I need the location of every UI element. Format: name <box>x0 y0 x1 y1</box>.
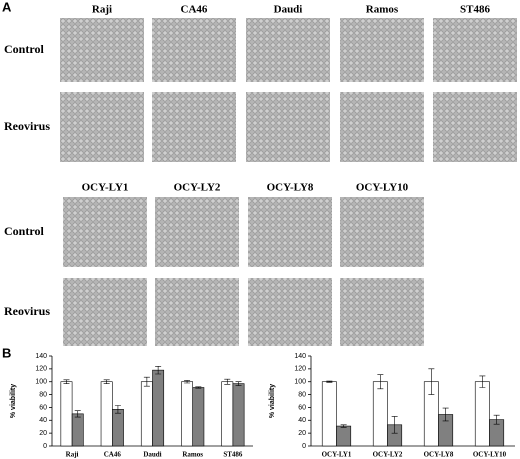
column-header: OCY-LY2 <box>174 182 221 194</box>
x-tick-label: Daudi <box>143 451 161 459</box>
error-bar <box>377 374 384 390</box>
error-bar <box>479 375 486 388</box>
bar <box>60 381 73 447</box>
error-bar <box>184 380 191 384</box>
micrograph <box>155 278 239 346</box>
y-tick-label: 80 <box>298 391 306 398</box>
column-header: ST486 <box>460 4 490 16</box>
column-header: OCY-LY8 <box>267 182 314 194</box>
error-bar <box>340 424 347 428</box>
x-tick-label: ST486 <box>223 451 243 459</box>
x-tick-label: CA46 <box>104 451 122 459</box>
x-tick-label: Raji <box>66 451 79 459</box>
y-tick-label: 20 <box>298 430 306 437</box>
bar <box>71 413 84 447</box>
x-tick-label: OCY-LY8 <box>424 451 454 459</box>
y-tick-label: 0 <box>302 443 306 450</box>
y-tick-label: 140 <box>294 353 306 360</box>
bar <box>474 381 490 447</box>
micrograph <box>433 92 517 162</box>
bar <box>336 425 352 447</box>
column-header: CA46 <box>181 4 208 16</box>
micrograph <box>340 18 424 82</box>
y-tick-label: 40 <box>39 417 47 424</box>
micrograph <box>63 278 147 346</box>
y-tick-label: 140 <box>35 353 47 360</box>
column-header: Daudi <box>274 4 303 16</box>
y-tick-label: 100 <box>35 379 47 386</box>
x-tick-label: OCY-LY1 <box>322 451 352 459</box>
micrograph <box>152 18 236 82</box>
error-bar <box>428 368 435 395</box>
micrograph <box>63 197 147 267</box>
error-bar <box>391 416 398 434</box>
error-bar <box>143 376 150 387</box>
bar <box>372 381 388 447</box>
error-bar <box>63 379 70 384</box>
panel-label: B <box>2 345 11 360</box>
x-tick-label: Ramos <box>182 451 203 459</box>
row-label: Control <box>4 42 44 56</box>
bar <box>221 381 234 447</box>
y-tick-label: 20 <box>39 430 47 437</box>
micrograph <box>246 92 330 162</box>
bar <box>232 383 245 447</box>
error-bar <box>195 386 202 389</box>
micrograph <box>248 197 332 267</box>
y-tick-label: 80 <box>39 391 47 398</box>
y-tick-label: 120 <box>294 366 306 373</box>
bar <box>152 369 165 447</box>
error-bar <box>235 381 242 386</box>
micrograph <box>155 197 239 267</box>
micrograph <box>60 18 144 82</box>
bar <box>181 381 193 447</box>
column-header: OCY-LY10 <box>356 182 409 194</box>
bar <box>140 381 153 447</box>
y-tick-label: 0 <box>43 443 47 450</box>
error-bar <box>326 380 333 383</box>
y-tick-label: 60 <box>298 404 306 411</box>
panel-label: A <box>2 0 12 14</box>
bar <box>192 387 205 447</box>
column-header: Ramos <box>366 4 399 16</box>
y-tick-label: 120 <box>35 366 47 373</box>
y-tick-label: 100 <box>294 379 306 386</box>
bar <box>100 381 113 447</box>
micrograph <box>340 197 424 267</box>
row-label: Control <box>4 224 44 238</box>
micrograph <box>340 92 424 162</box>
row-label: Reovirus <box>4 119 50 133</box>
micrograph <box>248 278 332 346</box>
micrograph <box>433 18 517 82</box>
x-tick-label: OCY-LY2 <box>373 451 403 459</box>
micrograph <box>340 278 424 346</box>
y-axis-label: % viability <box>269 384 276 418</box>
row-label: Reovirus <box>4 304 50 318</box>
error-bar <box>103 379 110 384</box>
x-tick-label: OCY-LY10 <box>473 451 507 459</box>
column-header: OCY-LY1 <box>82 182 129 194</box>
error-bar <box>74 410 81 418</box>
bar <box>112 409 124 447</box>
y-tick-label: 60 <box>39 404 47 411</box>
y-tick-label: 40 <box>298 417 306 424</box>
error-bar <box>442 407 449 422</box>
micrograph <box>246 18 330 82</box>
bar <box>321 381 337 447</box>
error-bar <box>155 365 162 375</box>
error-bar <box>493 414 500 425</box>
error-bar <box>114 405 121 414</box>
micrograph <box>152 92 236 162</box>
error-bar <box>224 378 231 385</box>
column-header: Raji <box>92 4 112 16</box>
micrograph <box>60 92 144 162</box>
y-axis-label: % viability <box>10 384 17 418</box>
